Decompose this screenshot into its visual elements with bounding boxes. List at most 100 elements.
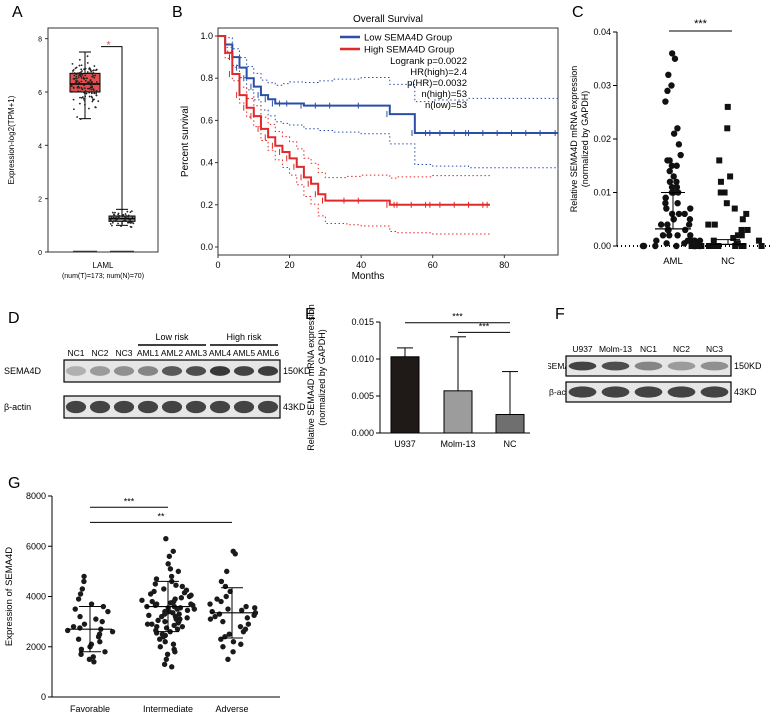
data-point — [130, 210, 133, 213]
group-label: Low risk — [155, 332, 189, 342]
data-point — [157, 644, 164, 650]
data-point — [72, 108, 75, 111]
data-point — [93, 69, 95, 72]
data-point — [109, 222, 112, 225]
data-point — [111, 211, 114, 214]
data-point — [170, 548, 176, 554]
data-point — [89, 72, 91, 75]
data-point — [149, 621, 155, 627]
significance-star: *** — [452, 312, 463, 322]
data-point — [132, 222, 135, 225]
y-tick-label: 0.000 — [351, 428, 374, 438]
blot-band — [601, 386, 630, 398]
data-point — [74, 82, 77, 85]
data-point — [212, 613, 218, 620]
data-point — [665, 71, 672, 79]
data-point — [88, 91, 91, 94]
data-point — [663, 205, 670, 212]
data-point — [109, 628, 116, 635]
data-point — [674, 125, 681, 132]
data-point — [77, 591, 84, 597]
blot-band — [568, 361, 597, 371]
data-point — [80, 86, 83, 89]
data-point — [662, 194, 669, 202]
blot-band — [137, 366, 159, 376]
blot-band — [700, 386, 729, 398]
data-point — [730, 234, 737, 241]
blot-band — [568, 386, 597, 398]
panel-label-b: B — [172, 4, 183, 21]
data-point — [146, 612, 152, 619]
data-point — [245, 621, 252, 627]
x-tick-label: NC — [504, 439, 517, 449]
data-point — [64, 627, 71, 634]
data-point — [178, 595, 185, 601]
y-tick-label: 8000 — [26, 491, 46, 501]
data-point — [81, 74, 84, 76]
panel-label-a: A — [12, 4, 23, 21]
blot-band — [185, 400, 207, 414]
stats-text: Logrank p=0.0022 — [390, 56, 467, 67]
data-point — [73, 72, 76, 74]
data-point — [81, 96, 84, 98]
blot-band — [137, 400, 159, 414]
data-point — [70, 85, 73, 87]
data-point — [94, 74, 97, 77]
data-point — [696, 243, 703, 249]
data-point — [664, 221, 671, 228]
data-point — [75, 77, 78, 80]
significance-star: *** — [479, 321, 490, 331]
significance-star: *** — [694, 18, 708, 30]
data-point — [123, 219, 126, 222]
data-point — [657, 221, 665, 228]
blot-band — [89, 366, 111, 376]
data-point — [76, 86, 79, 88]
y-tick-label: 0.02 — [593, 134, 611, 144]
data-point — [80, 68, 83, 71]
bar — [390, 356, 420, 434]
data-point — [738, 232, 745, 239]
data-point — [170, 610, 176, 616]
blot-band — [161, 400, 183, 414]
data-point — [175, 568, 182, 575]
data-point — [705, 243, 712, 249]
y-tick-label: 0 — [38, 250, 42, 257]
stats-text: n(high)=53 — [421, 89, 467, 100]
plot-frame — [217, 27, 559, 256]
data-point — [83, 87, 86, 90]
panel-label-f: F — [555, 306, 565, 323]
data-point — [81, 88, 84, 91]
y-tick-label: 8 — [38, 37, 42, 44]
blot-band — [257, 400, 279, 414]
y-tick-label: 0 — [41, 692, 46, 702]
data-point — [244, 615, 251, 621]
data-point — [682, 226, 689, 234]
data-point — [97, 100, 100, 103]
data-point — [689, 237, 696, 244]
data-point — [186, 593, 193, 600]
data-point — [81, 578, 87, 585]
data-point — [238, 641, 244, 647]
data-point — [214, 596, 220, 602]
lane-label: AML4 — [209, 348, 231, 358]
blot-band — [209, 400, 231, 414]
lane-label: U937 — [572, 344, 593, 354]
data-point — [673, 178, 680, 185]
y-axis-label: Relative SEMA4D mRNA expression — [306, 304, 316, 451]
x-tick-label: U937 — [394, 439, 416, 449]
size-marker: 43KD — [283, 402, 306, 412]
data-point — [117, 222, 119, 225]
data-point — [88, 601, 95, 607]
data-point — [95, 81, 98, 83]
data-point — [91, 73, 94, 75]
data-point — [174, 606, 180, 612]
data-point — [664, 87, 671, 95]
plot-frame — [47, 27, 159, 253]
data-point — [75, 75, 78, 78]
data-point — [83, 68, 85, 71]
bar — [443, 390, 473, 434]
data-point — [84, 79, 87, 82]
lane-label: AML3 — [185, 348, 207, 358]
data-point — [127, 221, 129, 224]
size-marker: 150KD — [283, 366, 310, 376]
